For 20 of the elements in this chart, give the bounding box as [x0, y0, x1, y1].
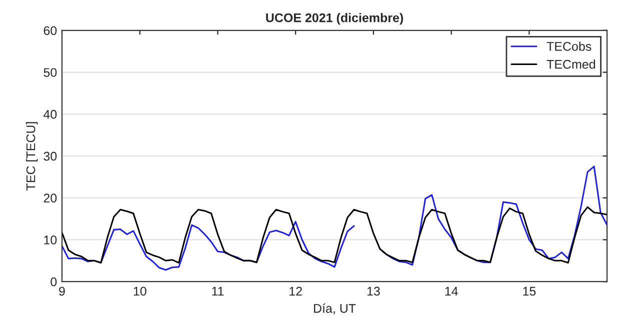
y-tick-label: 60 — [44, 26, 57, 36]
x-tick-label: 9 — [59, 286, 65, 296]
y-tick-label: 40 — [44, 110, 57, 119]
chart-title: UCOE 2021 (diciembre) — [266, 13, 404, 25]
y-axis-title: TEC [TECU] — [26, 122, 38, 190]
x-tick-label: 14 — [445, 286, 458, 296]
y-tick-label: 50 — [44, 68, 57, 77]
line-series — [62, 206, 608, 264]
x-tick-label: 10 — [134, 286, 146, 296]
legend-label: TECmed — [546, 60, 595, 69]
legend-label: TECobs — [546, 42, 592, 51]
x-tick-label: 13 — [367, 286, 380, 296]
y-tick-label: 30 — [44, 152, 57, 161]
x-tick-label: 12 — [290, 286, 302, 296]
x-tick-label: 15 — [523, 286, 536, 296]
y-tick-label: 10 — [44, 236, 57, 244]
y-tick-label: 20 — [44, 194, 57, 203]
x-axis-title: Día, UT — [314, 304, 356, 314]
x-tick-label: 11 — [212, 286, 224, 296]
y-tick-label: 0 — [50, 277, 57, 286]
